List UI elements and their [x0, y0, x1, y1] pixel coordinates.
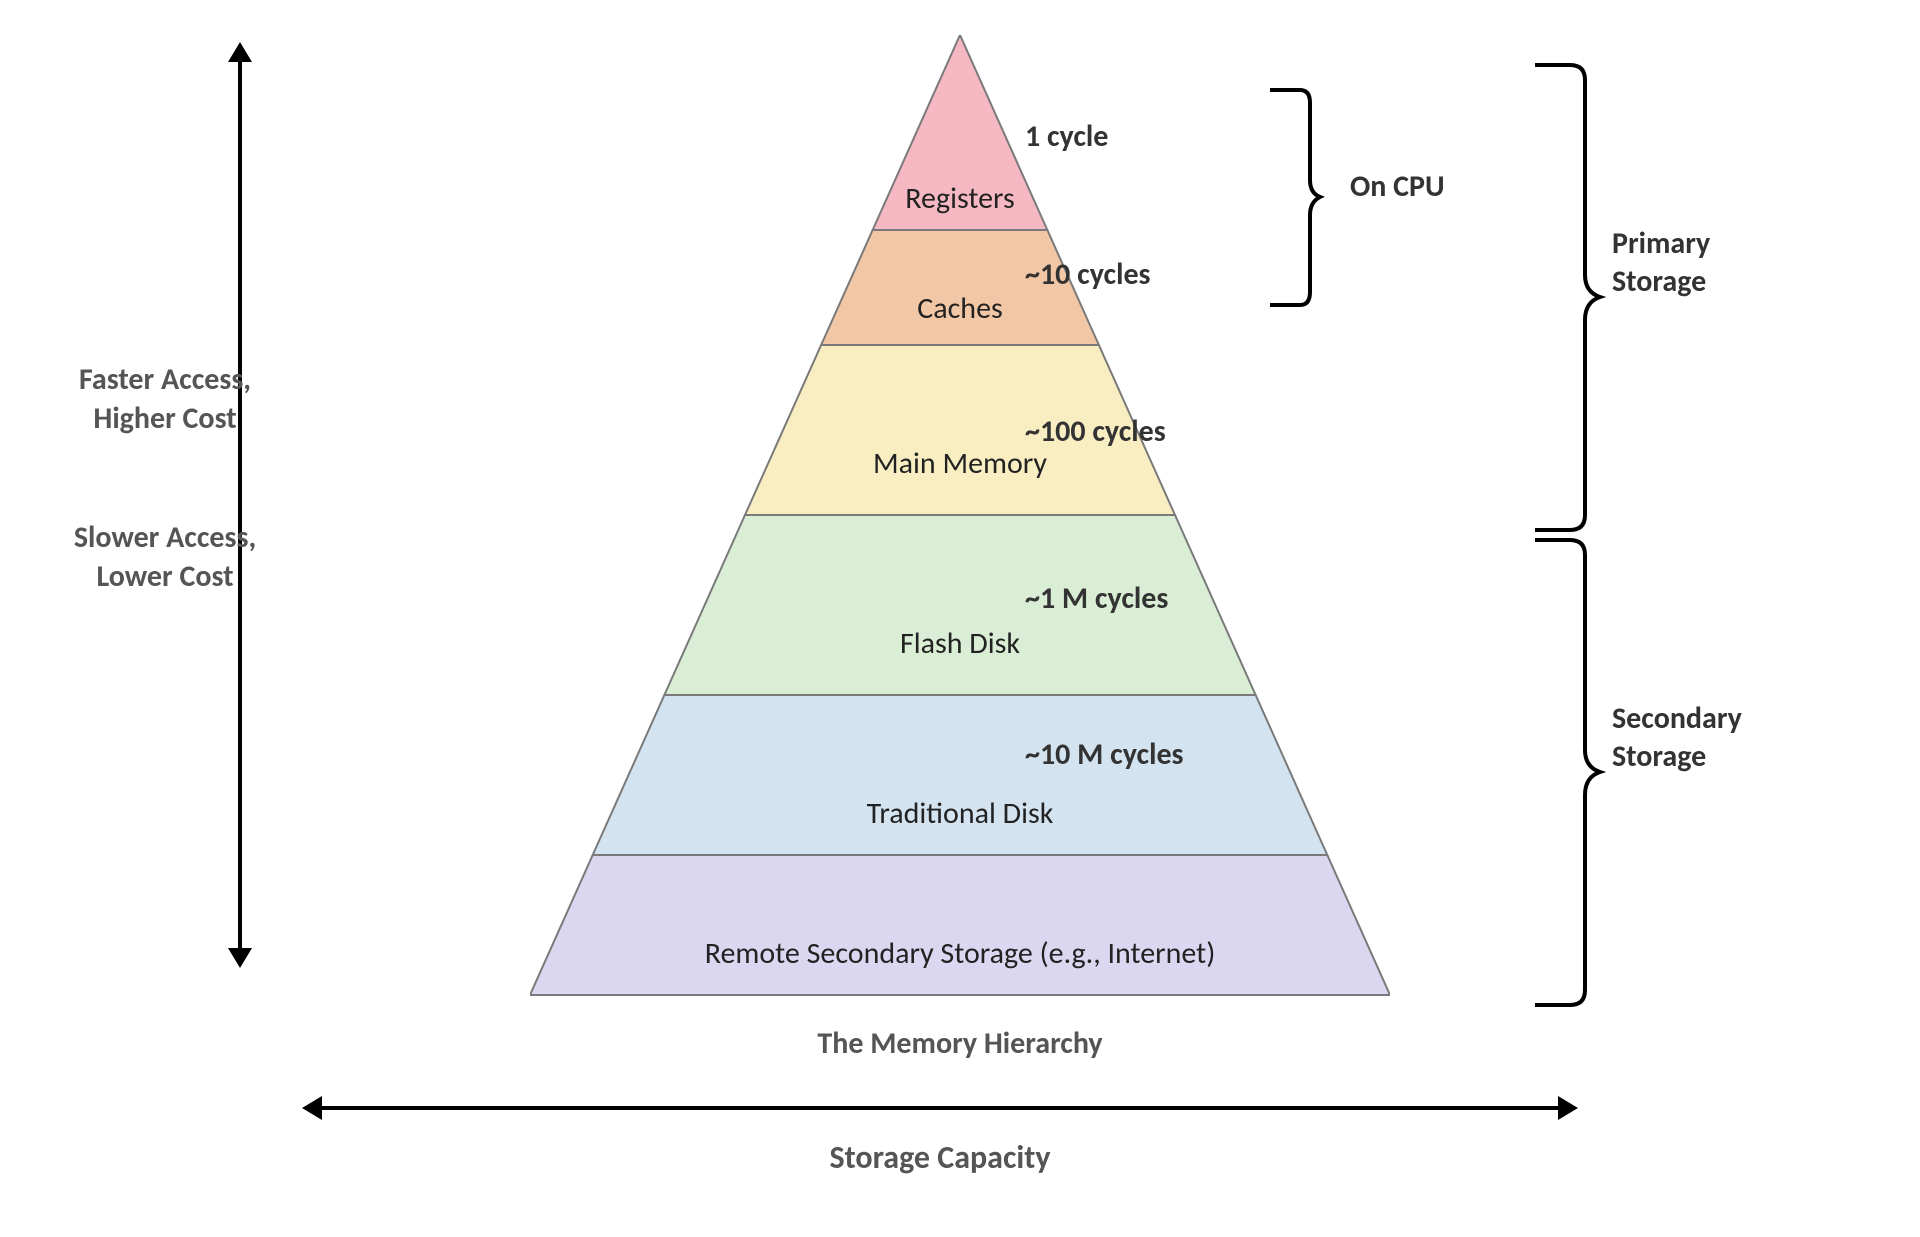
secondary-storage-label: Secondary Storage	[1612, 700, 1742, 775]
diagram-caption: The Memory Hierarchy	[817, 1025, 1102, 1062]
bracket-icon	[1265, 85, 1325, 310]
horizontal-arrow-icon	[300, 1093, 1580, 1123]
memory-hierarchy-diagram: Faster Access, Higher Cost Slower Access…	[0, 0, 1920, 1237]
cycle-annotation-4: ~10 M cycles	[1025, 736, 1184, 773]
storage-brackets	[1530, 60, 1610, 1015]
horizontal-axis: Storage Capacity	[300, 1093, 1580, 1177]
on-cpu-bracket	[1265, 85, 1325, 315]
horizontal-axis-label: Storage Capacity	[300, 1138, 1580, 1177]
pyramid-layer-label-2: Main Memory	[873, 445, 1047, 482]
axis-label-slow-line2: Lower Cost	[45, 557, 285, 596]
axis-label-slow-line1: Slower Access,	[45, 518, 285, 557]
pyramid-layer-label-3: Flash Disk	[900, 625, 1020, 662]
secondary-storage-line2: Storage	[1612, 738, 1742, 776]
on-cpu-label: On CPU	[1350, 168, 1445, 205]
cycle-annotation-3: ~1 M cycles	[1025, 580, 1168, 617]
axis-label-fast-line1: Faster Access,	[45, 360, 285, 399]
secondary-storage-line1: Secondary	[1612, 700, 1742, 738]
primary-storage-line1: Primary	[1612, 225, 1710, 263]
cycle-annotation-1: ~10 cycles	[1025, 256, 1151, 293]
vertical-axis-labels: Faster Access, Higher Cost Slower Access…	[45, 360, 285, 596]
pyramid-layer-label-1: Caches	[917, 290, 1002, 327]
pyramid-layer-label-4: Traditional Disk	[867, 795, 1054, 832]
cycle-annotation-0: 1 cycle	[1025, 118, 1108, 155]
axis-label-fast-line2: Higher Cost	[45, 399, 285, 438]
pyramid-layer-label-0: Registers	[905, 180, 1014, 217]
cycle-annotation-2: ~100 cycles	[1025, 413, 1166, 450]
primary-storage-label: Primary Storage	[1612, 225, 1710, 300]
primary-storage-line2: Storage	[1612, 263, 1710, 301]
pyramid-layer-5	[530, 855, 1390, 995]
pyramid-layer-label-5: Remote Secondary Storage (e.g., Internet…	[705, 935, 1216, 972]
storage-bracket-icon	[1530, 60, 1610, 1010]
